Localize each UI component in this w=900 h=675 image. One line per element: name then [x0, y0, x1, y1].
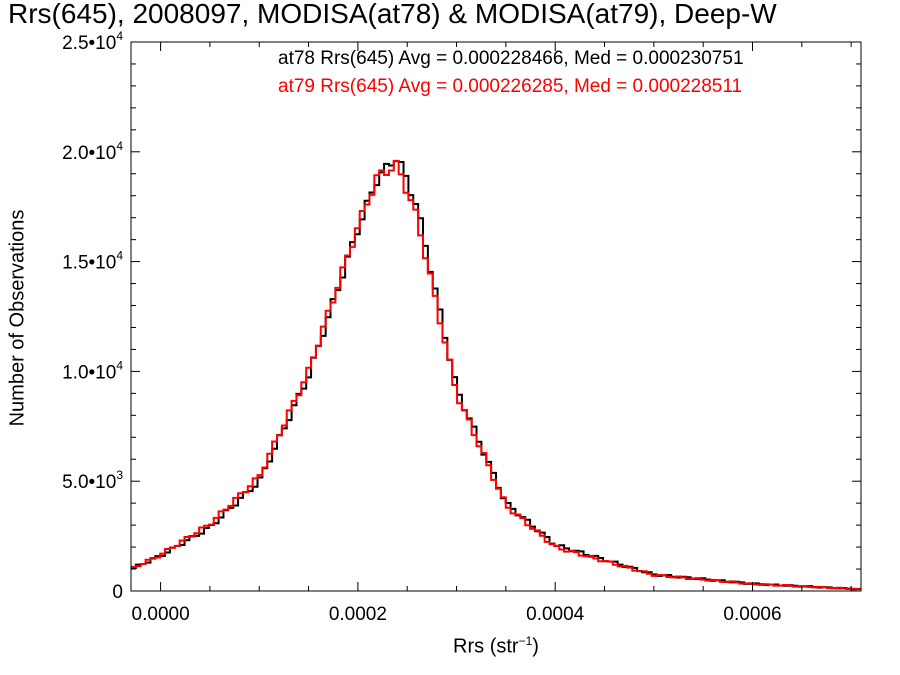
annotation-at78: at78 Rrs(645) Avg = 0.000228466, Med = 0… [278, 48, 744, 69]
x-axis-label-end: ) [532, 635, 539, 658]
x-tick-label: 0.0002 [329, 604, 387, 625]
y-tick-label: 1.0•104 [62, 358, 123, 383]
axes-layer: 0.0000 0.0002 0.0004 0.0006 0 5.0•103 1.0•104 1… [62, 29, 862, 625]
y-tick-label: 2.5•104 [62, 29, 123, 54]
y-tick-label: 1.5•104 [62, 249, 123, 274]
series-0-line [131, 160, 861, 591]
y-tick-label: 2.0•104 [62, 139, 123, 164]
series-1-line [131, 159, 861, 590]
x-tick-label: 0.0006 [723, 604, 781, 625]
y-tick-label: 0 [112, 582, 123, 603]
x-tick-label: 0.0004 [526, 604, 585, 625]
x-tick-label: 0.0000 [132, 604, 190, 625]
x-axis-label: Rrs (str−1) [453, 634, 539, 659]
x-axis-label-main: Rrs (str [453, 635, 519, 658]
annotation-at79: at79 Rrs(645) Avg = 0.000226285, Med = 0… [278, 76, 743, 97]
y-tick-label: 5.0•103 [62, 468, 123, 493]
series-layer [131, 159, 861, 591]
chart-title: Rrs(645), 2008097, MODISA(at78) & MODISA… [8, 0, 777, 29]
plot-frame [130, 41, 862, 592]
x-axis-label-sup: −1 [518, 634, 533, 648]
